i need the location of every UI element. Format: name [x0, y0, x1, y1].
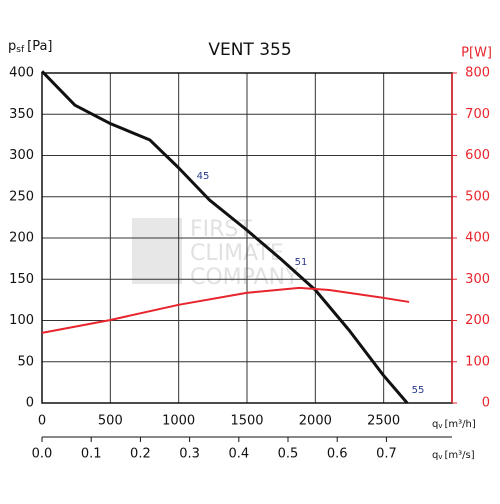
y-tick-label: 100: [9, 313, 34, 328]
y-tick-label: 250: [9, 189, 34, 204]
watermark-text: COMPANY: [190, 265, 299, 290]
x-tick-label: 0: [38, 414, 46, 429]
y-tick-label: 350: [9, 107, 34, 122]
y2-tick-label: 800: [465, 66, 490, 81]
y2-tick-label: 200: [465, 313, 490, 328]
y2-tick-label: 600: [465, 148, 490, 163]
annotation: 45: [197, 171, 210, 182]
y2-tick-label: 400: [465, 231, 490, 246]
x2-tick-label: 0.6: [327, 447, 348, 462]
x2-tick-label: 0.5: [278, 447, 299, 462]
y-label-sub: sf: [16, 45, 25, 55]
y2-axis-label: P[W]: [461, 46, 492, 61]
y2-tick-label: 100: [465, 354, 490, 369]
x2-tick-label: 0.1: [81, 447, 102, 462]
x-label-sub: v: [438, 422, 442, 430]
y2-tick-label: 0: [482, 396, 490, 411]
y2-tick-label: 700: [465, 107, 490, 122]
x-tick-label: 1000: [162, 414, 195, 429]
y-axis-label: psf [Pa]: [8, 39, 53, 55]
x2-label-unit: [m³/s]: [445, 450, 475, 461]
x2-label-sub: v: [438, 453, 442, 461]
x-tick-label: 2000: [299, 414, 332, 429]
x2-tick-label: 0.3: [179, 447, 200, 462]
y-tick-label: 400: [9, 66, 34, 81]
x-tick-label: 500: [98, 414, 123, 429]
y-tick-label: 300: [9, 148, 34, 163]
x-tick-label: 2500: [367, 414, 400, 429]
chart-title: VENT 355: [208, 40, 291, 60]
series-line: [41, 286, 410, 334]
watermark-logo: [132, 218, 182, 284]
y-label-main: p: [8, 39, 16, 54]
x2-label-main: q: [432, 450, 438, 461]
x-tick-label: 1500: [230, 414, 263, 429]
x-label-unit: [m³/h]: [445, 419, 476, 430]
y-tick-label: 0: [26, 396, 34, 411]
annotation: 51: [295, 257, 308, 268]
series-line: [40, 70, 409, 404]
x2-tick-label: 0.0: [32, 447, 53, 462]
x2-tick-label: 0.2: [130, 447, 151, 462]
y-label-unit: [Pa]: [27, 39, 52, 54]
y2-tick-label: 500: [465, 189, 490, 204]
x-label-main: q: [432, 419, 438, 430]
watermark-text: CLIMATE: [190, 241, 284, 266]
x2-tick-label: 0.4: [228, 447, 249, 462]
x2-axis-label: qv [m³/s]: [432, 450, 475, 461]
x-axis-label: qv [m³/h]: [432, 419, 476, 430]
y-tick-label: 50: [17, 354, 34, 369]
y-tick-label: 200: [9, 231, 34, 246]
x2-tick-label: 0.7: [376, 447, 397, 462]
y-tick-label: 150: [9, 272, 34, 287]
y2-tick-label: 300: [465, 272, 490, 287]
annotation: 55: [412, 385, 425, 396]
